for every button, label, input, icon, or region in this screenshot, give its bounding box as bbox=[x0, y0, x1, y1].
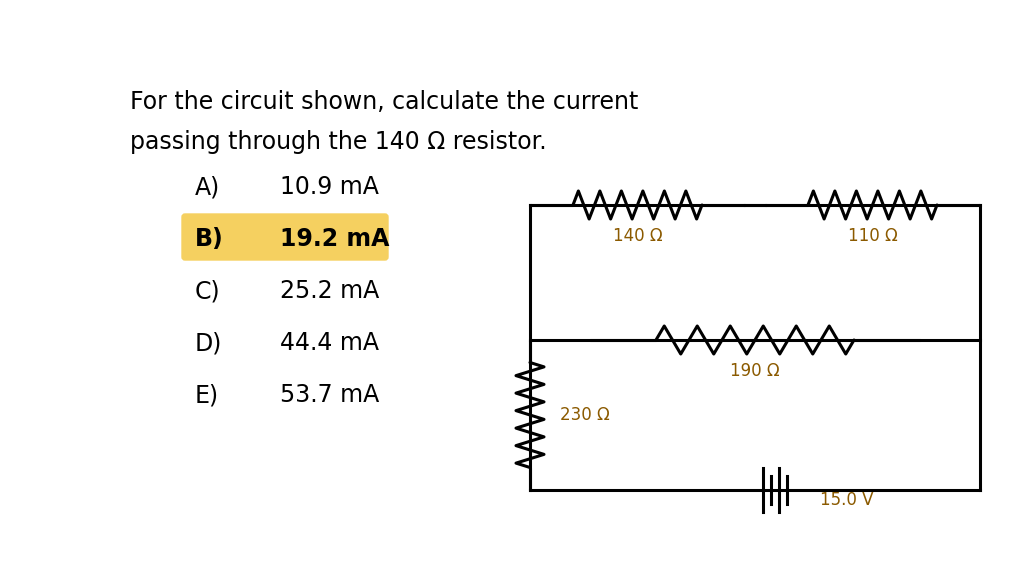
Text: 19.2 mA: 19.2 mA bbox=[280, 227, 389, 251]
FancyBboxPatch shape bbox=[182, 214, 388, 260]
Text: 140 Ω: 140 Ω bbox=[612, 227, 663, 245]
Text: B): B) bbox=[195, 227, 224, 251]
Text: 25.2 mA: 25.2 mA bbox=[280, 279, 379, 303]
Text: 10.9 mA: 10.9 mA bbox=[280, 175, 379, 199]
Text: 190 Ω: 190 Ω bbox=[730, 362, 780, 380]
Text: 230 Ω: 230 Ω bbox=[560, 406, 609, 424]
Text: C): C) bbox=[195, 279, 220, 303]
Text: 110 Ω: 110 Ω bbox=[848, 227, 897, 245]
Text: 15.0 V: 15.0 V bbox=[820, 491, 873, 509]
Text: passing through the 140 Ω resistor.: passing through the 140 Ω resistor. bbox=[130, 130, 547, 154]
Text: 53.7 mA: 53.7 mA bbox=[280, 383, 379, 407]
Text: A): A) bbox=[195, 175, 220, 199]
Text: D): D) bbox=[195, 331, 222, 355]
Text: E): E) bbox=[195, 383, 219, 407]
Text: 44.4 mA: 44.4 mA bbox=[280, 331, 379, 355]
Text: For the circuit shown, calculate the current: For the circuit shown, calculate the cur… bbox=[130, 90, 638, 114]
